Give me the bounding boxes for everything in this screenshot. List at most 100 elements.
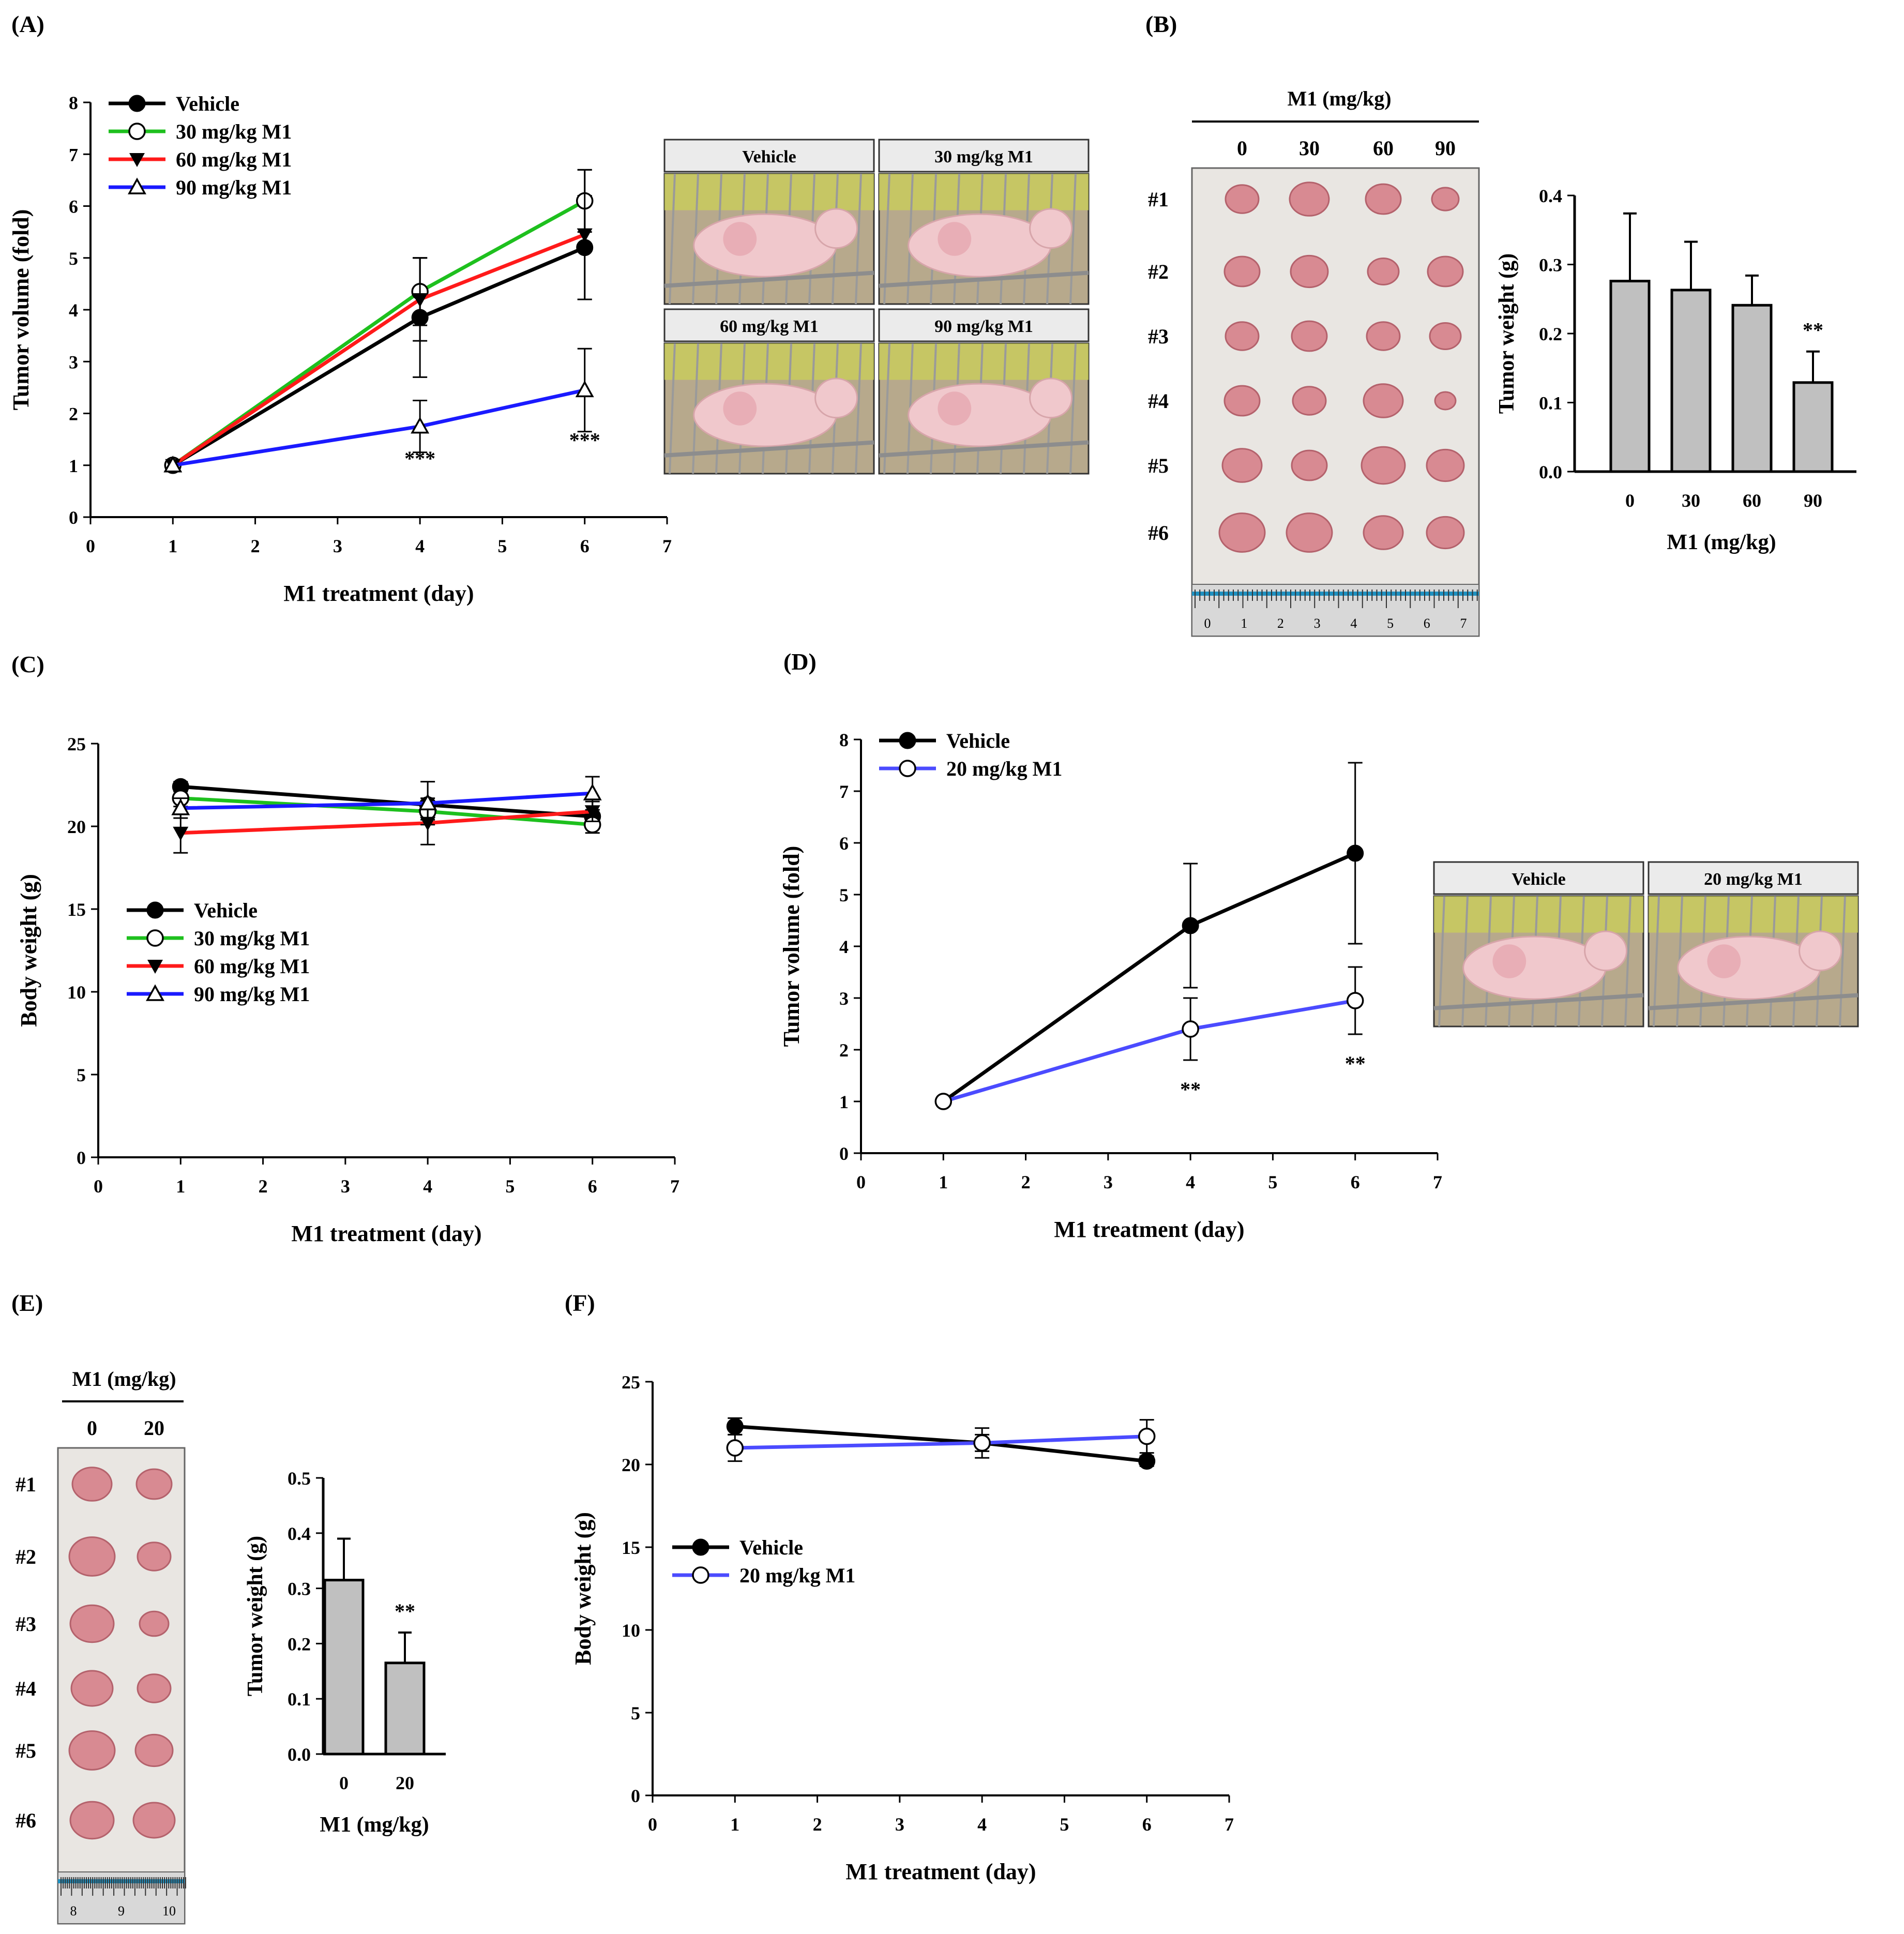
ruler-number: 6 — [1424, 616, 1430, 631]
mouse-body — [908, 213, 1052, 278]
data-point — [575, 380, 594, 398]
data-point — [163, 456, 183, 473]
legend-label: 90 mg/kg M1 — [194, 983, 310, 1006]
ruler-number: 7 — [1460, 616, 1467, 631]
legend-marker — [692, 1538, 709, 1556]
tumor-sample — [1221, 448, 1263, 483]
x-tick-label: 7 — [662, 536, 672, 556]
tumor-sample — [1225, 184, 1260, 214]
y-tick-label: 0 — [69, 507, 78, 528]
tumor-bump — [723, 391, 757, 426]
legend-marker — [692, 1566, 709, 1584]
x-tick-label: 2 — [813, 1814, 822, 1835]
y-tick-label: 20 — [67, 817, 86, 837]
legend-marker — [128, 95, 146, 112]
y-axis-title: Tumor weight (g) — [244, 1536, 267, 1696]
legend-label: Vehicle — [176, 92, 239, 115]
series-20-mg-kg-m1: 20 mg/kg M1 — [672, 1419, 1156, 1587]
x-tick-label: 5 — [505, 1176, 515, 1197]
data-point — [411, 416, 430, 434]
photo-header — [663, 308, 875, 342]
series-30-mg-kg-m1: 30 mg/kg M1 — [127, 789, 601, 950]
tumor-sample — [1290, 254, 1329, 289]
plate-row-label: #2 — [1148, 260, 1169, 283]
data-point — [583, 783, 602, 800]
significance-annotation: ** — [395, 1599, 415, 1623]
photo-backdrop — [879, 343, 1089, 380]
ruler-number: 8 — [70, 1903, 77, 1918]
photo-backdrop — [664, 343, 874, 380]
tumor-sample — [1291, 449, 1328, 481]
tumor-plate: 8 9 10 — [57, 1447, 186, 1925]
photo-backdrop — [1649, 896, 1858, 933]
tumor-sample — [69, 1604, 115, 1643]
data-point — [934, 1093, 953, 1110]
plate-row-label: #6 — [16, 1809, 36, 1832]
series-20-mg-kg-m1: 20 mg/kg M1 — [879, 757, 1364, 1110]
y-tick-label: 5 — [77, 1065, 86, 1085]
series-line — [942, 851, 1356, 1103]
data-point — [726, 1417, 744, 1435]
bar — [1731, 304, 1773, 473]
y-tick-label: 0.0 — [1539, 462, 1562, 482]
plate-row-label: #1 — [1148, 188, 1169, 211]
tumor-sample — [135, 1468, 173, 1500]
plate-column-label: 0 — [87, 1416, 97, 1440]
cage-rail — [1433, 993, 1644, 1010]
mouse-body — [1462, 935, 1607, 1000]
data-point — [1182, 1020, 1199, 1038]
data-point — [584, 805, 600, 820]
y-tick-label: 0.0 — [288, 1744, 311, 1765]
plate-row-label: #5 — [1148, 454, 1169, 477]
series-90-mg-kg-m1: 90 mg/kg M1 — [109, 176, 594, 473]
cage-bar — [1624, 896, 1631, 1027]
x-tick-label: 4 — [977, 1814, 987, 1835]
photo-header — [878, 139, 1090, 173]
series-90-mg-kg-m1: 90 mg/kg M1 — [127, 776, 602, 1006]
y-axis-title: Tumor volume (fold) — [779, 846, 804, 1047]
y-tick-label: 0.3 — [288, 1579, 311, 1599]
legend-marker — [899, 760, 916, 777]
y-tick-label: 2 — [69, 404, 78, 425]
panel-label-e: (E) — [11, 1290, 43, 1316]
x-tick-label: 2 — [259, 1176, 268, 1197]
tumor-sample — [1426, 516, 1465, 550]
cage-bar — [1653, 896, 1660, 1027]
tumor-sample — [69, 1801, 115, 1840]
tumor-sample — [1429, 322, 1462, 350]
tumor-sample — [134, 1733, 174, 1767]
plate-column-label: 0 — [1237, 137, 1247, 160]
tumor-sample — [1223, 385, 1261, 417]
x-tick-label: 5 — [1060, 1814, 1069, 1835]
data-point — [1182, 917, 1199, 934]
tumor-bump — [938, 391, 972, 426]
ruler-number: 2 — [1277, 616, 1284, 631]
significance-annotation: ** — [1180, 1078, 1201, 1101]
ruler-number: 1 — [1241, 616, 1247, 631]
y-tick-label: 0.3 — [1539, 255, 1562, 276]
y-tick-label: 0.1 — [1539, 393, 1562, 414]
x-tick-label: 2 — [251, 536, 260, 556]
legend-marker — [128, 123, 146, 140]
y-tick-label: 3 — [839, 988, 849, 1009]
panel-label-f: (F) — [565, 1290, 595, 1316]
plate-row-label: #5 — [16, 1739, 36, 1762]
mouse-photo: 20 mg/kg M1 — [1648, 861, 1859, 1028]
plate-row-label: #6 — [1148, 521, 1169, 545]
ruler-number: 4 — [1350, 616, 1357, 631]
y-tick-label: 10 — [622, 1620, 640, 1641]
data-point — [412, 293, 428, 307]
plate-row-label: #4 — [1148, 389, 1169, 413]
x-tick-label: 7 — [1225, 1814, 1234, 1835]
data-point — [1138, 1453, 1156, 1470]
data-point — [973, 1434, 991, 1452]
y-tick-label: 25 — [67, 734, 86, 754]
tumor-sample — [1223, 255, 1261, 288]
x-axis-title: M1 treatment (day) — [1054, 1217, 1244, 1242]
tumor-sample — [132, 1802, 176, 1839]
y-tick-label: 0.4 — [288, 1523, 311, 1544]
line-chart-f: 0 1 2 3 4 5 6 7 0 5 10 15 20 25 M1 treatment (day) Body… — [570, 1372, 1234, 1884]
line-chart-a: 0 1 2 3 4 5 6 7 0 1 2 3 4 5 6 7 8 M1 treatment (day) Tumor… — [8, 92, 672, 606]
x-tick-label: 1 — [730, 1814, 739, 1835]
legend-label: 20 mg/kg M1 — [739, 1564, 855, 1587]
